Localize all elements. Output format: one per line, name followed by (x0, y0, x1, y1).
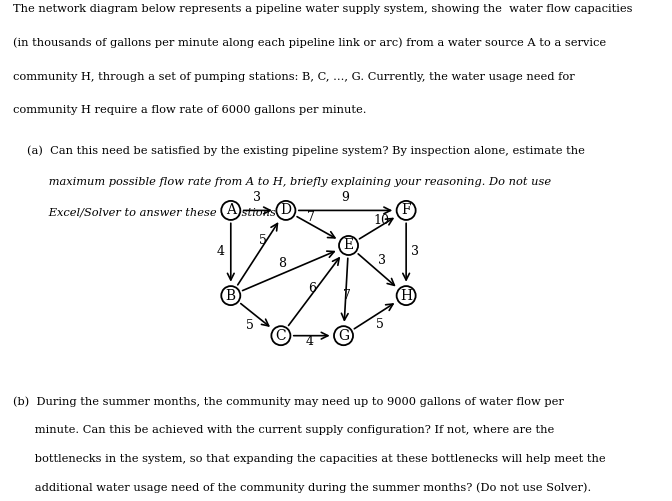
Text: E: E (343, 238, 353, 253)
Circle shape (396, 286, 416, 305)
Text: community H require a flow rate of 6000 gallons per minute.: community H require a flow rate of 6000 … (13, 105, 367, 115)
Text: F: F (401, 203, 411, 217)
Text: 5: 5 (259, 234, 267, 247)
Circle shape (221, 286, 241, 305)
Text: 6: 6 (308, 282, 317, 295)
Text: (b)  During the summer months, the community may need up to 9000 gallons of wate: (b) During the summer months, the commun… (13, 396, 564, 407)
Text: (in thousands of gallons per minute along each pipeline link or arc) from a wate: (in thousands of gallons per minute alon… (13, 38, 607, 49)
Text: A: A (226, 203, 236, 217)
Circle shape (221, 201, 241, 220)
Circle shape (396, 201, 416, 220)
Text: minute. Can this be achieved with the current supply configuration? If not, wher: minute. Can this be achieved with the cu… (13, 425, 554, 435)
Text: The network diagram below represents a pipeline water supply system, showing the: The network diagram below represents a p… (13, 4, 633, 14)
Circle shape (276, 201, 296, 220)
Text: 3: 3 (253, 191, 261, 204)
Text: D: D (280, 203, 292, 217)
Text: C: C (276, 329, 286, 343)
Circle shape (271, 326, 290, 345)
Text: 4: 4 (217, 245, 224, 258)
Text: Excel/Solver to answer these questions.: Excel/Solver to answer these questions. (27, 207, 280, 217)
Text: B: B (226, 289, 236, 303)
Text: 5: 5 (246, 319, 253, 332)
Text: 9: 9 (341, 191, 349, 204)
Circle shape (334, 326, 353, 345)
Text: 7: 7 (307, 211, 315, 224)
Text: G: G (338, 329, 349, 343)
Text: 10: 10 (373, 214, 389, 227)
Text: (a)  Can this need be satisfied by the existing pipeline system? By inspection a: (a) Can this need be satisfied by the ex… (27, 146, 585, 156)
Text: community H, through a set of pumping stations: B, C, …, G. Currently, the water: community H, through a set of pumping st… (13, 72, 575, 82)
Text: 3: 3 (378, 254, 386, 267)
Text: H: H (400, 289, 412, 303)
Text: maximum possible flow rate from A to H, briefly explaining your reasoning. Do no: maximum possible flow rate from A to H, … (27, 177, 551, 187)
Text: 5: 5 (376, 318, 384, 331)
Text: 8: 8 (278, 257, 286, 270)
Text: bottlenecks in the system, so that expanding the capacities at these bottlenecks: bottlenecks in the system, so that expan… (13, 453, 606, 463)
Text: 7: 7 (343, 289, 351, 302)
Text: additional water usage need of the community during the summer months? (Do not u: additional water usage need of the commu… (13, 482, 591, 493)
Text: 3: 3 (411, 245, 419, 258)
Text: 4: 4 (306, 336, 314, 348)
Circle shape (339, 236, 358, 255)
